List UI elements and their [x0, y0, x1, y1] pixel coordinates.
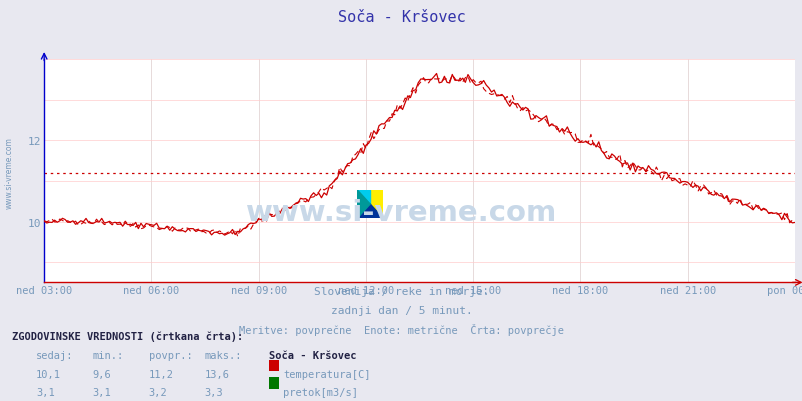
Text: Slovenija / reke in morje.: Slovenija / reke in morje.: [314, 287, 488, 297]
Text: sedaj:: sedaj:: [36, 350, 74, 360]
Text: 3,2: 3,2: [148, 387, 167, 397]
Text: povpr.:: povpr.:: [148, 350, 192, 360]
Text: pretok[m3/s]: pretok[m3/s]: [283, 387, 358, 397]
Text: Meritve: povprečne  Enote: metrične  Črta: povprečje: Meritve: povprečne Enote: metrične Črta:…: [239, 323, 563, 335]
Bar: [370, 190, 383, 219]
Text: 10,1: 10,1: [36, 369, 61, 379]
Text: 9,6: 9,6: [92, 369, 111, 379]
Text: www.si-vreme.com: www.si-vreme.com: [5, 137, 14, 208]
Text: temperatura[C]: temperatura[C]: [283, 369, 371, 379]
Text: ZGODOVINSKE VREDNOSTI (črtkana črta):: ZGODOVINSKE VREDNOSTI (črtkana črta):: [12, 331, 243, 341]
Text: 3,1: 3,1: [92, 387, 111, 397]
Text: 13,6: 13,6: [205, 369, 229, 379]
Text: zadnji dan / 5 minut.: zadnji dan / 5 minut.: [330, 305, 472, 315]
Polygon shape: [357, 190, 370, 219]
Text: 11,2: 11,2: [148, 369, 173, 379]
Text: Soča - Kršovec: Soča - Kršovec: [269, 350, 356, 360]
Text: Soča - Kršovec: Soča - Kršovec: [337, 10, 465, 25]
Polygon shape: [357, 205, 383, 219]
Text: min.:: min.:: [92, 350, 124, 360]
Text: www.si-vreme.com: www.si-vreme.com: [245, 198, 557, 227]
Text: 3,1: 3,1: [36, 387, 55, 397]
Bar: [357, 190, 370, 219]
Text: 3,3: 3,3: [205, 387, 223, 397]
Text: maks.:: maks.:: [205, 350, 242, 360]
